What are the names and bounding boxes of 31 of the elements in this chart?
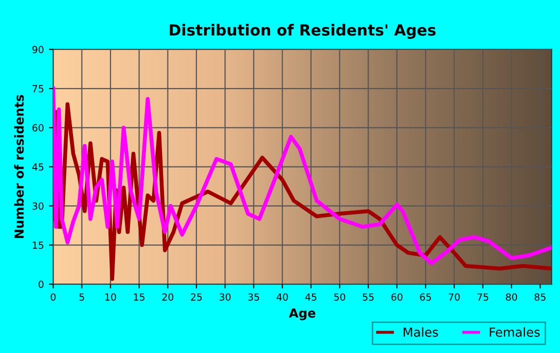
y-axis-title: Number of residents xyxy=(14,94,24,238)
legend-label: Males xyxy=(404,327,438,337)
x-tick-label: 35 xyxy=(248,293,260,301)
x-tick-label: 20 xyxy=(162,293,174,301)
x-axis-title: Age xyxy=(288,308,316,320)
x-tick-label: 60 xyxy=(391,293,402,301)
chart-title: Distribution of Residents' Ages xyxy=(170,24,436,39)
x-tick-label: 85 xyxy=(534,293,546,301)
x-tick-label: 30 xyxy=(220,293,231,301)
y-tick-label: 0 xyxy=(38,280,44,288)
x-tick-label: 15 xyxy=(134,293,144,301)
y-tick-label: 75 xyxy=(32,85,44,92)
y-tick-label: 90 xyxy=(32,46,44,54)
x-tick-label: 55 xyxy=(362,293,374,301)
x-tick-label: 10 xyxy=(105,293,116,301)
y-tick-label: 30 xyxy=(32,202,44,210)
line-series xyxy=(53,86,552,266)
x-tick-label: 80 xyxy=(506,293,518,301)
y-tick-label: 15 xyxy=(32,242,44,249)
legend-label: Females xyxy=(490,327,540,337)
x-tick-label: 0 xyxy=(50,293,56,301)
x-tick-label: 5 xyxy=(80,293,84,301)
x-tick-label: 50 xyxy=(334,293,346,301)
x-tick-label: 25 xyxy=(190,293,202,301)
x-tick-label: 45 xyxy=(305,293,316,301)
x-tick-label: 75 xyxy=(477,293,488,301)
y-tick-label: 60 xyxy=(32,124,44,132)
x-tick-label: 70 xyxy=(448,293,460,301)
x-tick-label: 65 xyxy=(420,293,431,301)
x-tick-label: 40 xyxy=(276,293,288,301)
y-tick-label: 45 xyxy=(32,163,44,171)
